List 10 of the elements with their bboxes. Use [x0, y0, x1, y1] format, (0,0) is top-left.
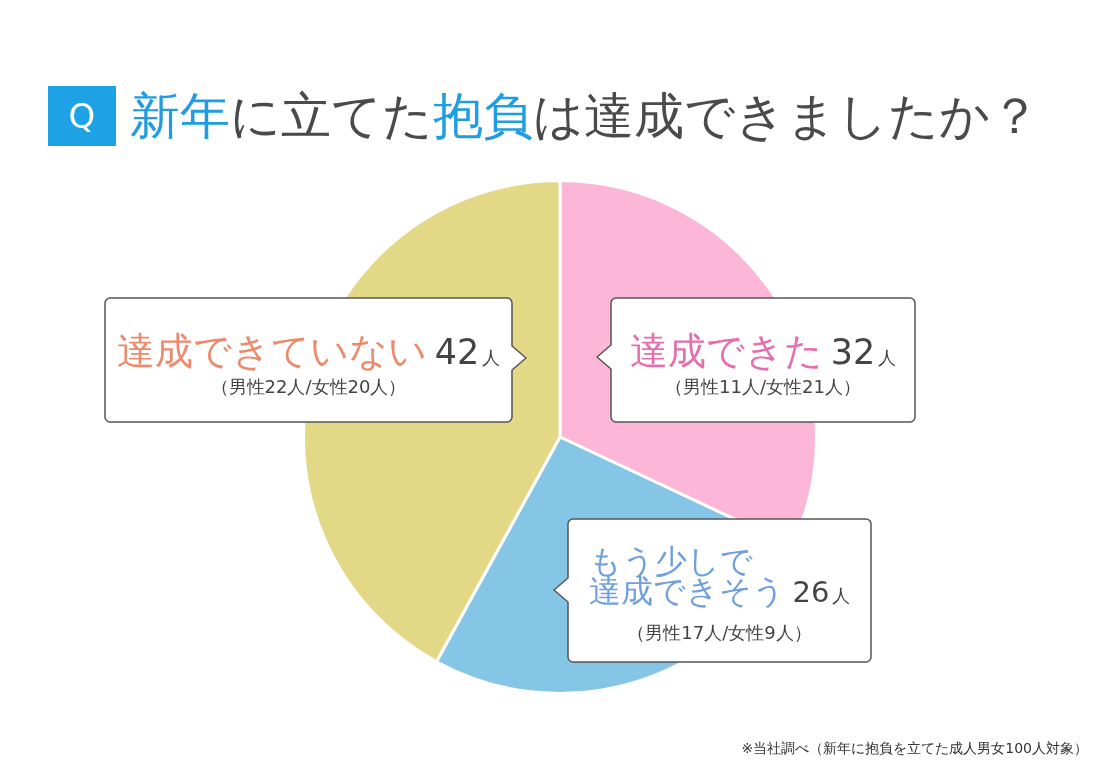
chart-title: 新年に立てた抱負は達成できましたか？	[130, 87, 1040, 145]
text: （男性22人/女性20人）	[210, 375, 407, 397]
slice-label: 達成できていない	[116, 328, 427, 373]
text: Q	[68, 96, 96, 136]
text: （男性11人/女性21人）	[665, 375, 861, 397]
text: （男性17人/女性9人）	[627, 621, 812, 643]
text: ※当社調べ（新年に抱負を立てた成人男女100人対象）	[741, 740, 1088, 758]
slice-label: もう少しで達成できそう	[588, 541, 785, 610]
slice-label: 達成できた	[629, 328, 823, 373]
data-label: 26人	[792, 574, 851, 609]
